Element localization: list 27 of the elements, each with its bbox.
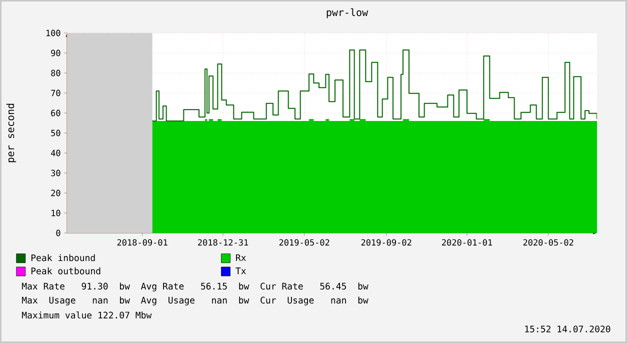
- text: Max Usage nan bw Avg Usage nan bw Cur Usage nan bw: [22, 296, 368, 306]
- y-tick-label: 50: [51, 130, 60, 136]
- legend-label: Peak inbound: [31, 254, 95, 262]
- y-tick-label: 90: [51, 50, 60, 56]
- y-tick-label: 60: [51, 110, 60, 116]
- text: Maximum value 122.07 Mbw: [22, 311, 152, 319]
- y-tick-label: 40: [50, 150, 60, 156]
- legend-label: Tx: [236, 268, 246, 274]
- x-tick-label: 2018-12-31: [198, 239, 248, 246]
- y-tick-label: 100: [46, 30, 60, 36]
- x-tick-label: 2019-05-02: [279, 239, 330, 246]
- text: Rx: [236, 254, 246, 261]
- y-axis-title: per second: [6, 104, 16, 162]
- x-tick-label: 2019-09-02: [361, 239, 412, 246]
- x-tick-label: 2020-05-02: [523, 239, 574, 246]
- text: Max Rate 91.30 bw Avg Rate 56.15 bw Cur Rate 56.45 bw: [22, 282, 368, 292]
- y-tick-label: 20: [51, 190, 60, 196]
- chart-title: pwr-low: [326, 8, 368, 18]
- y-tick-label: 10: [52, 210, 60, 216]
- x-tick-label: 2018-09-01: [117, 239, 168, 246]
- y-tick-label: 80: [51, 70, 60, 76]
- text: 15:52 14.07.2020: [525, 326, 610, 332]
- legend-label: Peak outbound: [31, 267, 100, 274]
- y-tick-label: 70: [51, 90, 60, 96]
- y-tick-label: 0: [56, 230, 60, 236]
- y-tick-label: 30: [51, 170, 60, 176]
- x-tick-label: 2020-01-01: [442, 239, 492, 246]
